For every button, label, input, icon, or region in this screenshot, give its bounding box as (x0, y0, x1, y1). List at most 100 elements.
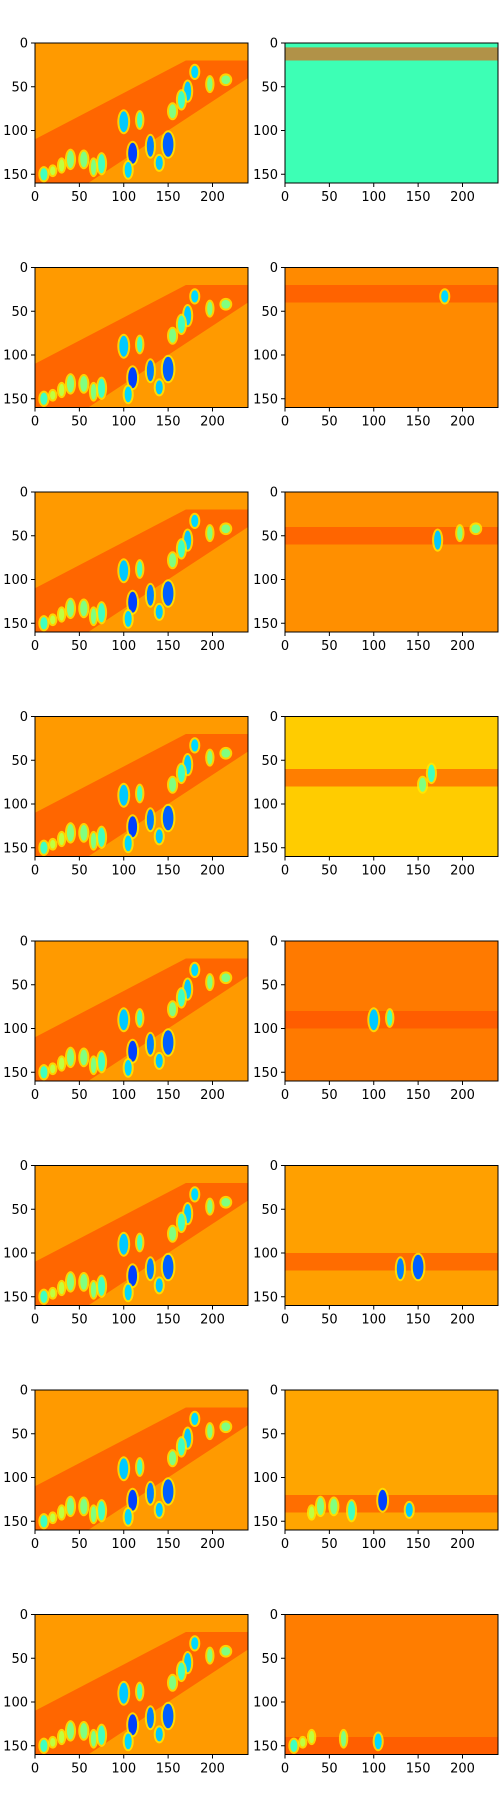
heatmap-blob (162, 1479, 174, 1504)
heatmap-blob (124, 162, 132, 178)
heatmap-background (285, 492, 498, 632)
heatmap-blob (90, 1506, 97, 1523)
heatmap-blob (146, 1033, 154, 1055)
x-tick-label: 200 (200, 1088, 225, 1103)
heatmap-blob (124, 611, 132, 627)
heatmap-blob (146, 584, 154, 606)
heatmap-background (285, 43, 498, 183)
heatmap-blob (58, 1281, 65, 1295)
heatmap-blob (146, 809, 154, 831)
heatmap-blob (80, 1274, 88, 1290)
axes-frame (284, 1165, 499, 1306)
heatmap-blob (146, 135, 154, 157)
heatmap-blob (378, 1489, 388, 1511)
heatmap-blob (221, 1646, 231, 1656)
heatmap-blob (191, 963, 199, 976)
heatmap-blob (169, 1451, 177, 1466)
x-tick-label: 0 (281, 864, 289, 879)
heatmap-blob (90, 1281, 97, 1298)
x-tick-label: 200 (200, 864, 225, 879)
y-tick-label: 50 (261, 1203, 278, 1218)
panel-r7-c1: 0 50 100 150 200 0 50 100 150 (3, 1384, 249, 1552)
heatmap-blob (128, 367, 138, 389)
heatmap-blob (50, 1064, 56, 1074)
heatmap-blob (40, 168, 48, 181)
x-tick-label: 150 (406, 415, 431, 430)
heatmap-blob (98, 1276, 106, 1296)
heatmap-blob (50, 839, 56, 849)
heatmap-blob (137, 1234, 143, 1251)
heatmap-blob (405, 1502, 413, 1517)
axes-frame (34, 267, 249, 408)
y-tick-label: 100 (3, 1696, 28, 1711)
heatmap-blob (427, 764, 435, 783)
panel-r1-c2: 0 50 100 150 200 0 50 100 150 (253, 37, 499, 205)
heatmap-image (285, 1614, 498, 1755)
panel-r4-c1: 0 50 100 150 200 0 50 100 150 (3, 710, 249, 879)
y-tick-label: 100 (3, 1247, 28, 1262)
y-tick-label: 50 (11, 529, 28, 544)
heatmap-blob (155, 1278, 163, 1293)
y-tick-label: 0 (270, 1159, 278, 1174)
heatmap-blob (98, 1725, 106, 1745)
heatmap-blob (119, 111, 129, 133)
y-tick-label: 100 (3, 349, 28, 364)
y-tick-label: 100 (3, 1022, 28, 1037)
y-tick-label: 150 (3, 617, 28, 632)
heatmap-blob (50, 1513, 56, 1523)
x-tick-label: 50 (321, 1537, 338, 1552)
heatmap-blob (66, 599, 75, 618)
heatmap-blob (98, 1052, 106, 1072)
x-tick-label: 100 (361, 1313, 386, 1328)
heatmap-blob (128, 1265, 138, 1287)
heatmap-blob (66, 1497, 75, 1516)
x-tick-label: 100 (111, 864, 136, 879)
heatmap-blob (90, 1730, 97, 1747)
heatmap-blob (137, 785, 143, 802)
heatmap-blob (128, 816, 138, 838)
heatmap-image (285, 716, 498, 857)
y-tick-label: 50 (261, 1427, 278, 1442)
x-tick-label: 50 (321, 639, 338, 654)
panel-r8-c1: 0 50 100 150 200 0 50 100 150 (3, 1608, 249, 1777)
heatmap-blob (119, 1009, 129, 1031)
x-tick-label: 150 (406, 1313, 431, 1328)
axes-frame (34, 1614, 249, 1755)
heatmap-blob (191, 65, 199, 78)
x-tick-label: 100 (111, 1313, 136, 1328)
heatmap-blob (169, 1675, 177, 1690)
y-tick-label: 100 (253, 1471, 278, 1486)
heatmap-blob (471, 524, 481, 534)
axes-frame (34, 716, 249, 857)
heatmap-blob (169, 104, 177, 119)
axes-frame (284, 42, 499, 184)
heatmap-blob (124, 835, 132, 852)
panel-r5-c2: 0 50 100 150 200 0 50 100 150 (253, 935, 499, 1103)
heatmap-blob (137, 561, 143, 577)
heatmap-blob (128, 1489, 138, 1511)
x-tick-label: 150 (406, 639, 431, 654)
panel-r2-c1: 0 50 100 150 200 0 50 100 150 (3, 261, 249, 430)
heatmap-blob (348, 1501, 356, 1521)
heatmap-blob (177, 764, 185, 783)
x-tick-label: 50 (321, 1762, 338, 1777)
y-tick-label: 150 (3, 1290, 28, 1305)
y-tick-label: 0 (20, 1384, 28, 1399)
heatmap-blob (177, 989, 185, 1007)
y-tick-label: 150 (253, 1739, 278, 1754)
heatmap-blob (191, 290, 199, 303)
heatmap-blob (124, 1060, 132, 1076)
y-tick-label: 0 (20, 1608, 28, 1623)
heatmap-image (35, 1165, 248, 1306)
heatmap-blob (66, 1273, 75, 1291)
heatmap-blob (58, 1057, 65, 1070)
x-tick-label: 200 (200, 1762, 225, 1777)
heatmap-blob (207, 77, 213, 92)
heatmap-blob (191, 1412, 199, 1425)
y-tick-label: 50 (11, 305, 28, 320)
heatmap-blob (162, 1254, 174, 1280)
x-tick-label: 200 (450, 864, 475, 879)
heatmap-blob (300, 1737, 306, 1747)
x-tick-label: 100 (361, 1088, 386, 1103)
x-tick-label: 0 (31, 864, 39, 879)
